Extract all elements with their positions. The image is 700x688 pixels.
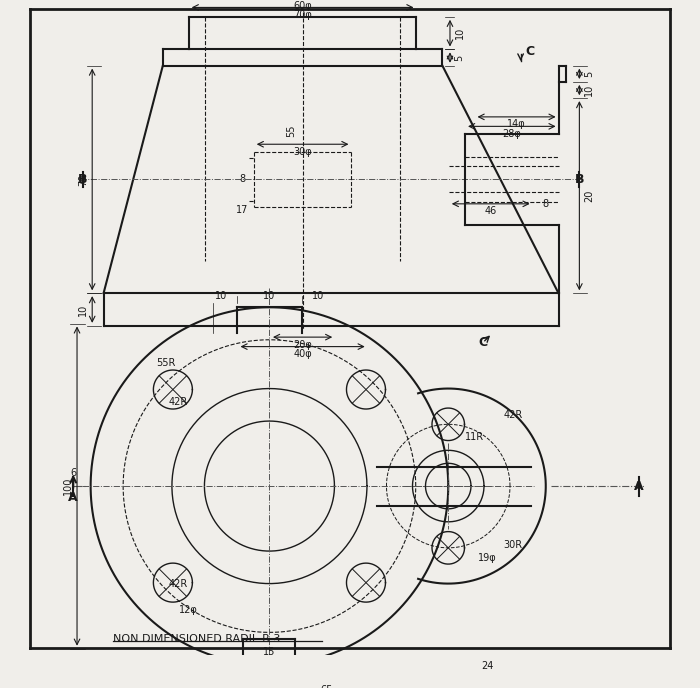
Text: 55R: 55R xyxy=(155,358,175,367)
Text: B: B xyxy=(575,173,584,186)
Text: 8: 8 xyxy=(542,199,549,209)
Text: 28φ: 28φ xyxy=(503,129,522,139)
Text: 55: 55 xyxy=(286,125,296,137)
Text: A: A xyxy=(69,491,78,504)
Text: 70φ: 70φ xyxy=(293,10,312,20)
Text: 46: 46 xyxy=(484,206,497,217)
Text: 11R: 11R xyxy=(465,432,484,442)
Text: 14φ: 14φ xyxy=(508,120,526,129)
Text: 42R: 42R xyxy=(169,396,188,407)
Text: 40φ: 40φ xyxy=(293,350,312,359)
Text: 42R: 42R xyxy=(503,409,523,420)
Text: 30φ: 30φ xyxy=(293,147,312,157)
Text: C: C xyxy=(526,45,535,58)
Text: 100: 100 xyxy=(62,477,73,495)
Text: 8: 8 xyxy=(239,175,246,184)
Text: 42R: 42R xyxy=(169,579,188,589)
Text: 17: 17 xyxy=(237,205,248,215)
Text: 24: 24 xyxy=(481,661,493,671)
Text: 19φ: 19φ xyxy=(478,552,496,563)
Text: B: B xyxy=(78,173,88,186)
Text: 5: 5 xyxy=(454,54,465,61)
Text: 20φ: 20φ xyxy=(293,340,312,350)
Text: 30R: 30R xyxy=(504,539,523,550)
Text: 6: 6 xyxy=(71,468,76,478)
Text: 10: 10 xyxy=(454,27,465,39)
Text: 10: 10 xyxy=(584,84,594,96)
Text: 12φ: 12φ xyxy=(178,605,197,614)
Text: 20: 20 xyxy=(584,189,594,202)
Text: 5: 5 xyxy=(584,71,594,77)
Text: NON DIMENSIONED RADII  R 3: NON DIMENSIONED RADII R 3 xyxy=(113,634,281,644)
Text: 10: 10 xyxy=(78,303,88,316)
Text: 60φ: 60φ xyxy=(293,1,312,10)
Text: 15: 15 xyxy=(263,647,276,657)
Text: A: A xyxy=(634,480,644,493)
Text: 65: 65 xyxy=(320,685,332,688)
Text: 10: 10 xyxy=(263,291,276,301)
Text: 70: 70 xyxy=(78,173,88,186)
Text: 10: 10 xyxy=(312,291,324,301)
Text: C: C xyxy=(478,336,487,350)
Text: 10: 10 xyxy=(214,291,227,301)
